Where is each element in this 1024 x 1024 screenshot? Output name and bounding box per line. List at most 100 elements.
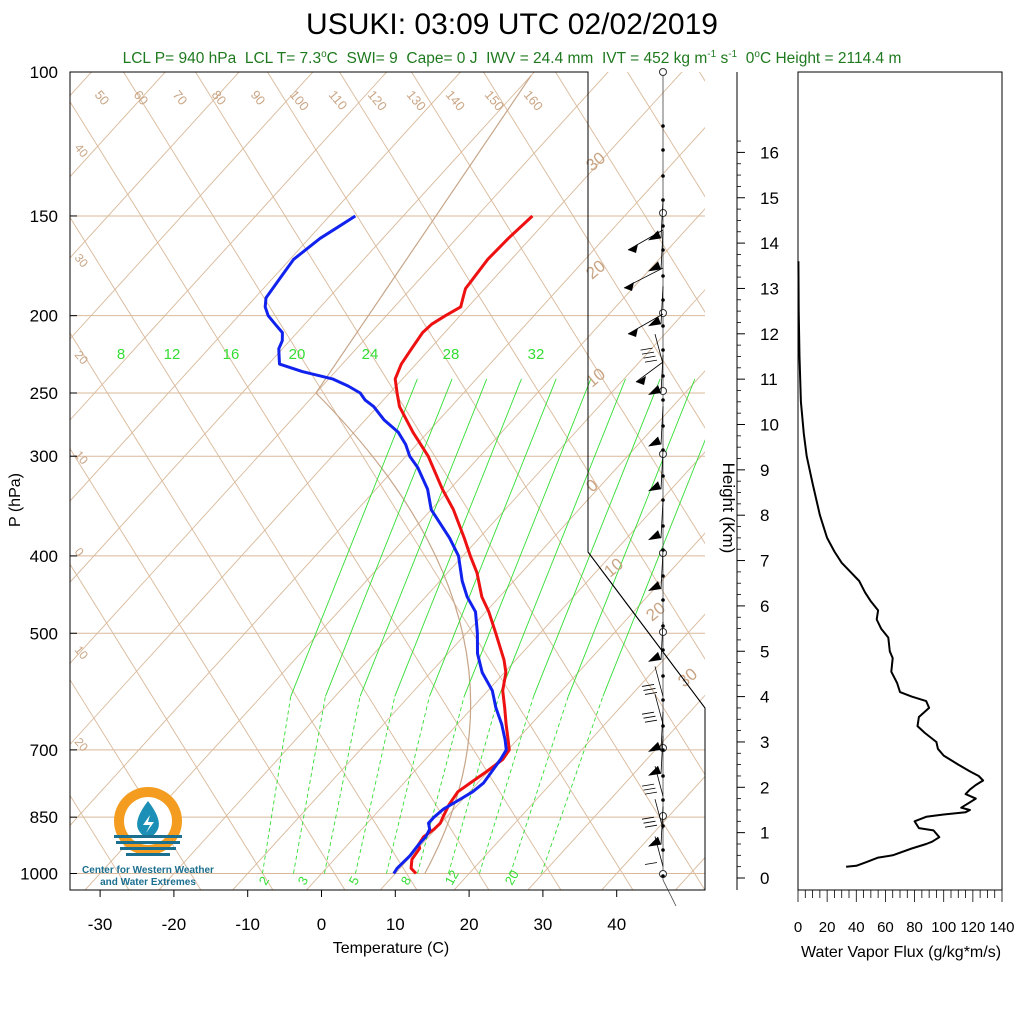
dry-adiabat-line [410,72,705,545]
barb-dot [661,774,665,778]
barb-dot [661,298,665,302]
dry-adiabat-line [70,563,274,890]
dry-adiabat-line [698,72,705,82]
isotherm-skew-label: 10 [582,364,609,391]
mixing-ratio-line [510,696,569,874]
mixing-ratio-line [540,696,604,874]
mixing-ratio-label: 8 [398,874,415,888]
cape-value: Cape= 0 J [406,50,478,68]
isotherm-line [601,775,705,890]
barb-dot [661,548,665,552]
isotherm-label: 140 [443,87,468,113]
skewt-frame [69,71,706,891]
flux-tick-label: 60 [877,919,894,936]
adiabat-label: 10 [72,643,92,662]
mixing-ratio-line [262,696,292,874]
wind-barb-flag [628,244,638,253]
logo-line-2: and Water Extremes [100,877,196,888]
height-tick-label: 10 [760,416,779,435]
mixing-ratio-label: 20 [502,867,522,887]
barb-dot [661,674,665,678]
barb-dot [661,648,665,652]
barb-dot [661,798,665,802]
isotherm-label: 50 [92,87,113,108]
pressure-axis-label: P (hPa) [7,473,24,527]
temperature-tick-label: 40 [607,915,626,934]
dry-adiabat-line [70,216,490,890]
isotherm-label: 160 [521,87,546,113]
wind-barb-staff [660,406,664,445]
isotherm-label: 80 [209,87,230,108]
wind-barb-flag [648,385,661,396]
wind-barb-flag [648,765,661,776]
mixing-ratio-line [533,378,661,697]
wind-barb-feather [644,862,658,865]
flux-tick-label: 120 [960,919,985,936]
mixing-ratio-line [290,378,418,697]
barb-station-circle [659,68,667,76]
mixing-ratio-line [386,696,430,874]
isotherm-skew-label: 20 [582,256,609,283]
mixing-ratio-label: 12 [164,346,181,363]
wind-barb-flag [628,328,638,337]
height-tick-label: 5 [760,642,769,661]
isotherm-line [70,72,240,259]
isotherm-label: 90 [248,87,269,108]
iwv-value: IWV = 24.4 mm [486,50,594,68]
mixing-ratio-line [324,696,361,874]
flux-tick-label: 140 [989,919,1014,936]
wind-barb-staff [660,451,664,490]
isotherm-line [379,532,705,890]
height-tick-label: 13 [760,279,779,298]
isotherm-line [70,72,314,340]
wind-barb-feather [640,347,653,351]
mixing-ratio-line [567,378,696,697]
isotherm-line [453,613,705,890]
pressure-tick-label: 200 [30,307,58,326]
skewt-frame-diagonal [587,551,706,709]
isotherm-line [70,72,462,502]
isotherm-line [70,72,609,664]
wind-barb-staff [660,231,664,270]
dry-adiabat-line [266,72,705,776]
flux-axis-label: Water Vapor Flux (g/kg*m/s) [801,944,1001,961]
height-tick-label: 14 [760,234,779,253]
isotherm-line [84,208,705,890]
barb-dot [661,348,665,352]
isotherm-label: 70 [170,87,191,108]
wind-barb-feather [643,355,656,359]
height-tick-label: 3 [760,733,769,752]
isotherm-line [0,39,48,907]
adiabat-label: 30 [72,251,92,270]
wind-barb-flag [648,836,661,847]
adiabat-label: 20 [72,735,92,754]
dry-adiabat-line [626,72,705,198]
pressure-tick-label: 150 [30,207,58,226]
wind-barb-feather [643,820,656,824]
wind-barb-feather [643,715,656,719]
height-axis-label: Height (Km) [719,463,738,554]
wind-barb-staff [660,286,664,325]
mixing-ratio-label: 20 [289,346,306,363]
ivt-unit: s [716,50,729,68]
isotherm-line [734,39,1024,907]
wind-barb-flag [648,651,661,662]
dry-adiabat-line [70,678,202,890]
dry-adiabat-line [836,60,1024,895]
mixing-ratio-label: 16 [223,346,240,363]
barb-dot [661,398,665,402]
mixing-ratio-label: 32 [528,346,545,363]
mixing-ratio-label: 8 [117,346,125,363]
isotherm-label: 130 [404,87,429,113]
barb-dot [661,174,665,178]
mixing-ratio-line [602,439,705,697]
wind-barb-flag [624,282,634,291]
pressure-tick-label: 100 [30,63,58,82]
isotherm-label: 110 [326,87,351,113]
dry-adiabat-line [122,72,634,890]
barb-station-circle [659,628,667,636]
mixing-ratio-line [355,696,396,874]
sounding-lines [263,214,534,875]
